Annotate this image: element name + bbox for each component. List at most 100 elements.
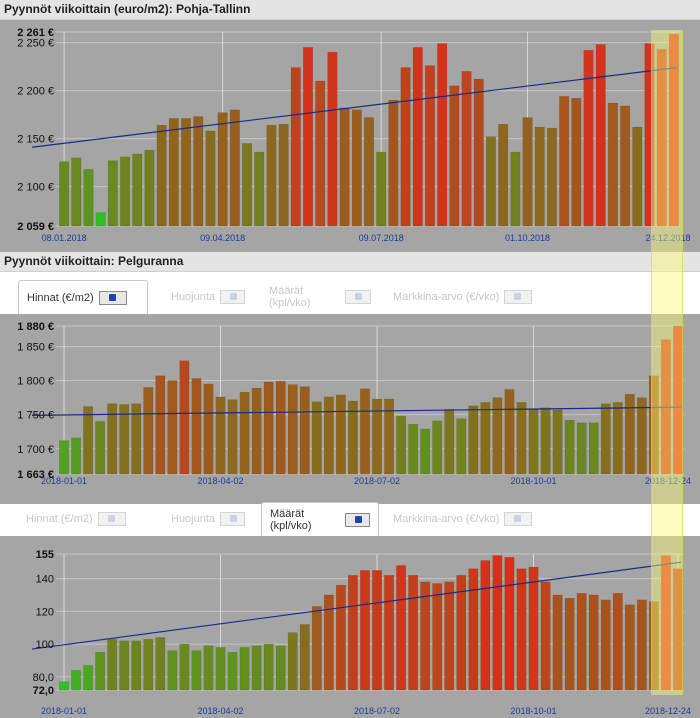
data-bar bbox=[412, 47, 423, 227]
data-bar bbox=[480, 560, 491, 691]
tab-label: Huojunta bbox=[171, 513, 216, 525]
tab-label: Markkina-arvo (€/vko) bbox=[393, 513, 500, 525]
chart-tool-icon bbox=[220, 290, 245, 304]
data-bar bbox=[424, 65, 435, 227]
data-bar bbox=[311, 401, 322, 475]
data-bar bbox=[485, 136, 496, 227]
chart-tool-icon bbox=[345, 290, 371, 304]
data-bar bbox=[504, 389, 515, 475]
y-tick-label: 1 880 € bbox=[17, 321, 54, 333]
chart-title-pohja-tallinn: Pyynnöt viikoittain (euro/m2): Pohja-Tal… bbox=[0, 0, 700, 20]
tab-label: Hinnat (€/m2) bbox=[26, 513, 93, 525]
x-tick-label: 2018-10-01 bbox=[510, 706, 556, 716]
x-tick-label: 01.10.2018 bbox=[505, 233, 550, 243]
data-bar bbox=[552, 594, 563, 691]
data-bar bbox=[71, 157, 82, 227]
data-bar bbox=[275, 645, 286, 691]
data-bar bbox=[217, 112, 228, 227]
data-bar bbox=[388, 99, 399, 227]
data-bar bbox=[263, 381, 274, 475]
data-bar bbox=[498, 123, 509, 227]
data-bar bbox=[155, 375, 166, 475]
price-chart-pelguranna: 1 663 € 1 700 € 1 750 € 1 800 € 1 850 € 1 880… bbox=[0, 314, 700, 504]
data-bar bbox=[95, 212, 106, 227]
data-bar bbox=[132, 153, 143, 227]
data-bar bbox=[239, 647, 250, 691]
data-bar bbox=[480, 402, 491, 475]
data-bar bbox=[396, 415, 407, 475]
x-tick-label: 2018-12-24 bbox=[645, 706, 691, 716]
tab-label: Määrät (kpl/vko) bbox=[269, 285, 311, 309]
x-tick-label: 24.12.2018 bbox=[645, 233, 690, 243]
y-tick-label: 140 bbox=[36, 574, 54, 586]
data-bar bbox=[504, 557, 515, 691]
data-bar bbox=[263, 643, 274, 691]
tab-prices[interactable]: Hinnat (€/m2) bbox=[18, 280, 148, 314]
data-bar bbox=[191, 378, 202, 475]
data-bar bbox=[311, 606, 322, 691]
data-bar bbox=[156, 124, 167, 227]
data-bar bbox=[71, 437, 82, 475]
y-tick-label: 2 059 € bbox=[17, 221, 54, 233]
data-bar bbox=[660, 555, 671, 691]
x-tick-label: 2018-01-01 bbox=[41, 706, 87, 716]
data-bar bbox=[131, 403, 142, 475]
tab-counts[interactable]: Määrät (kpl/vko) bbox=[261, 280, 379, 314]
data-bar bbox=[155, 637, 166, 691]
data-bar bbox=[648, 375, 659, 475]
y-tick-label: 2 200 € bbox=[17, 86, 54, 98]
data-bar bbox=[107, 160, 118, 227]
y-tick-label: 80,0 bbox=[33, 672, 54, 684]
data-bar bbox=[644, 43, 655, 227]
data-bar bbox=[516, 402, 527, 475]
data-bar bbox=[335, 584, 346, 691]
tab-prices[interactable]: Hinnat (€/m2) bbox=[18, 502, 148, 536]
x-tick-label: 2018-10-01 bbox=[510, 476, 556, 486]
data-bar bbox=[492, 397, 503, 475]
data-bar bbox=[456, 575, 467, 691]
data-bar bbox=[251, 387, 262, 475]
data-bar bbox=[203, 383, 214, 475]
data-bar bbox=[461, 71, 472, 227]
data-bar bbox=[193, 116, 204, 227]
data-bar bbox=[227, 652, 238, 691]
y-tick-label: 2 100 € bbox=[17, 182, 54, 194]
data-bar bbox=[215, 647, 226, 691]
data-bar bbox=[632, 126, 643, 227]
data-bar bbox=[119, 640, 130, 691]
data-bar bbox=[181, 118, 192, 227]
data-bar bbox=[107, 403, 118, 475]
data-bar bbox=[215, 396, 226, 475]
tab-label: Hinnat (€/m2) bbox=[27, 291, 94, 304]
data-bar bbox=[143, 387, 154, 475]
data-bar bbox=[144, 149, 155, 227]
data-bar bbox=[636, 397, 647, 475]
data-bar bbox=[673, 568, 683, 691]
tab-market-value[interactable]: Markkina-arvo (€/vko) bbox=[385, 280, 565, 314]
data-bar bbox=[571, 98, 582, 227]
data-bar bbox=[372, 570, 382, 691]
data-bar bbox=[510, 151, 521, 227]
tab-label: Määrät (kpl/vko) bbox=[270, 507, 312, 532]
data-bar bbox=[339, 107, 350, 227]
data-bar bbox=[522, 117, 533, 227]
y-tick-label: 1 850 € bbox=[17, 341, 54, 353]
data-bar bbox=[432, 420, 443, 475]
data-bar bbox=[540, 581, 551, 691]
data-bar bbox=[360, 570, 370, 691]
data-bar bbox=[624, 393, 635, 475]
tab-counts[interactable]: Määrät (kpl/vko) bbox=[261, 502, 379, 536]
data-bar bbox=[384, 398, 395, 475]
tab-volatility[interactable]: Huojunta bbox=[163, 280, 253, 314]
data-bar bbox=[239, 391, 250, 475]
data-bar bbox=[351, 109, 362, 227]
data-bar bbox=[624, 604, 635, 691]
tab-market-value[interactable]: Markkina-arvo (€/vko) bbox=[385, 502, 565, 536]
tab-volatility[interactable]: Huojunta bbox=[163, 502, 253, 536]
trend-line bbox=[31, 561, 682, 650]
data-bar bbox=[83, 665, 94, 691]
chart-tool-icon bbox=[344, 512, 370, 527]
data-bar bbox=[437, 43, 448, 227]
data-bar bbox=[400, 67, 411, 227]
data-bar bbox=[473, 78, 484, 227]
